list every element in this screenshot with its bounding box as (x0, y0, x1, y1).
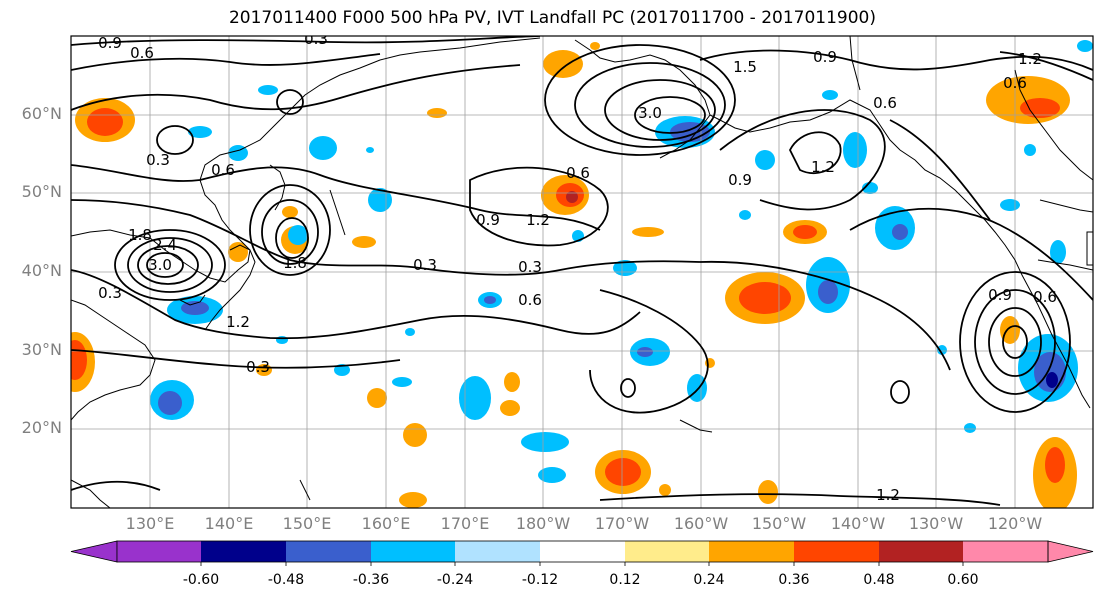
colorbar-tick-label: -0.36 (352, 572, 390, 588)
lon-label: 160°E (361, 514, 411, 533)
colorbar-frame (116, 540, 1049, 563)
contour-label: 0.6 (1003, 74, 1027, 92)
colorbar-segment (371, 541, 455, 562)
colorbar-extend-max (1047, 540, 1094, 563)
contour-labels: 0.90.60.30.30.61.82.43.01.21.20.91.20.3 0… (98, 30, 1057, 504)
contour-label: 1.2 (1018, 50, 1042, 68)
contour-label: 1.8 (128, 226, 152, 244)
contour-label: 0.9 (98, 34, 122, 52)
lon-label: 130°W (908, 514, 964, 533)
colorbar-segment (709, 541, 794, 562)
contour-label: 0.6 (211, 161, 235, 179)
contour-label: 1.2 (876, 486, 900, 504)
lon-label: 170°W (594, 514, 650, 533)
contour-label: 0.9 (476, 211, 500, 229)
lat-label: 60°N (21, 104, 62, 123)
lon-label: 160°W (673, 514, 729, 533)
map-title: 2017011400 F000 500 hPa PV, IVT Landfall… (228, 8, 876, 28)
lat-label: 30°N (21, 340, 62, 359)
colorbar-segment (963, 541, 1048, 562)
lat-label: 50°N (21, 182, 62, 201)
colorbar-tick-label: 0.48 (863, 572, 895, 588)
contour-label: 0.9 (813, 48, 837, 66)
colorbar-tick-label: -0.48 (267, 572, 305, 588)
contour-label: 0.3 (146, 151, 170, 169)
colorbar-ticks (200, 562, 964, 566)
contour-label: 1.2 (226, 313, 250, 331)
colorbar-segment (540, 541, 625, 562)
contour-label: 0.6 (130, 44, 154, 62)
lon-label: 140°W (830, 514, 886, 533)
contour-label: 0.3 (413, 256, 437, 274)
contour-label: 0.9 (728, 171, 752, 189)
colorbar-tick-label: -0.60 (182, 572, 220, 588)
colorbar-tick-label: -0.12 (521, 572, 559, 588)
contour-label: 0.6 (1033, 288, 1057, 306)
contour-label: 1.8 (283, 254, 307, 272)
contour-label: 0.6 (566, 164, 590, 182)
lon-label: 180°W (515, 514, 571, 533)
pv-contours (71, 36, 1093, 506)
lat-label: 20°N (21, 418, 62, 437)
contour-label: 3.0 (148, 256, 172, 274)
map-frame (70, 35, 1094, 509)
contour-label: 0.3 (246, 358, 270, 376)
contour-label: 0.9 (988, 286, 1012, 304)
colorbar-tick-label: 0.36 (778, 572, 810, 588)
lon-label: 150°E (282, 514, 332, 533)
contour-label: 1.2 (811, 158, 835, 176)
colorbar-tick-label: 0.60 (947, 572, 979, 588)
lon-label: 140°E (204, 514, 254, 533)
colorbar-tick-label: -0.24 (436, 572, 474, 588)
contour-label: 0.6 (873, 94, 897, 112)
lon-label: 120°W (987, 514, 1043, 533)
colorbar-segment (879, 541, 963, 562)
contour-label: 1.2 (526, 211, 550, 229)
colorbar-segment (625, 541, 709, 562)
contour-label: 0.6 (518, 291, 542, 309)
lon-label: 170°E (440, 514, 490, 533)
contour-label: 2.4 (153, 236, 177, 254)
contour-label: 0.3 (304, 30, 328, 48)
contour-label: 3.0 (638, 104, 662, 122)
contour-label: 0.3 (98, 284, 122, 302)
lon-label: 150°W (751, 514, 807, 533)
colorbar-tick-label: 0.12 (609, 572, 641, 588)
colorbar-segment (286, 541, 371, 562)
colorbar-extend-min (70, 540, 118, 563)
colorbar-segment (201, 541, 286, 562)
colorbar-segment (117, 541, 201, 562)
colorbar-segments (70, 540, 1094, 563)
contour-label: 1.5 (733, 58, 757, 76)
colorbar-segment (455, 541, 540, 562)
colorbar-tick-label: 0.24 (693, 572, 725, 588)
contour-label: 0.3 (518, 258, 542, 276)
colorbar-segment (794, 541, 879, 562)
lon-label: 130°E (125, 514, 175, 533)
lat-label: 40°N (21, 261, 62, 280)
